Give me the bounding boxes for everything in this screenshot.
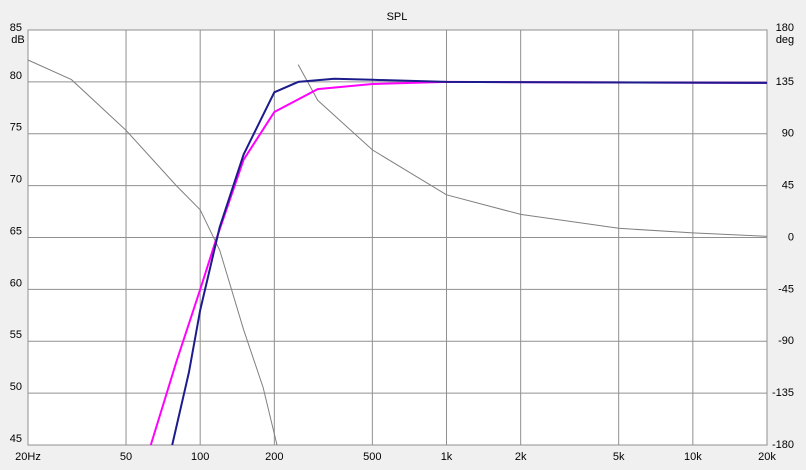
y2-tick-label: -180 bbox=[772, 439, 794, 451]
x-tick-label: 50 bbox=[120, 451, 132, 463]
y-tick-label: 55 bbox=[10, 329, 22, 341]
y2-tick-label: 90 bbox=[782, 128, 794, 140]
y-tick-label: 45 bbox=[10, 433, 22, 445]
y-tick-label: 65 bbox=[10, 225, 22, 237]
y2-tick-label: -90 bbox=[778, 335, 794, 347]
x-tick-label: 200 bbox=[265, 451, 283, 463]
y2-axis-label: deg bbox=[776, 34, 794, 46]
y-tick-label: 70 bbox=[10, 174, 22, 186]
x-tick-label: 20k bbox=[758, 451, 776, 463]
chart-title: SPL bbox=[387, 11, 408, 23]
x-tick-label: 500 bbox=[363, 451, 381, 463]
x-tick-label: 1k bbox=[441, 451, 453, 463]
y-tick-label: 60 bbox=[10, 277, 22, 289]
x-tick-label: 20Hz bbox=[15, 451, 41, 463]
series-line bbox=[149, 80, 768, 446]
x-tick-label: 100 bbox=[191, 451, 209, 463]
series-line bbox=[27, 59, 768, 446]
y2-tick-label: -135 bbox=[772, 387, 794, 399]
x-tick-label: 5k bbox=[613, 451, 625, 463]
y-axis-label: dB bbox=[11, 34, 24, 46]
y2-tick-label: 180 bbox=[776, 22, 794, 34]
y-tick-label: 75 bbox=[10, 122, 22, 134]
y2-tick-label: 0 bbox=[788, 231, 794, 243]
y-tick-label: 85 bbox=[10, 22, 22, 34]
y-tick-label: 50 bbox=[10, 381, 22, 393]
y2-tick-label: 45 bbox=[782, 180, 794, 192]
y-tick-label: 80 bbox=[10, 70, 22, 82]
y2-tick-label: 135 bbox=[776, 76, 794, 88]
series-line bbox=[171, 77, 768, 446]
x-tick-label: 10k bbox=[684, 451, 702, 463]
x-tick-label: 2k bbox=[515, 451, 527, 463]
y2-tick-label: -45 bbox=[778, 283, 794, 295]
